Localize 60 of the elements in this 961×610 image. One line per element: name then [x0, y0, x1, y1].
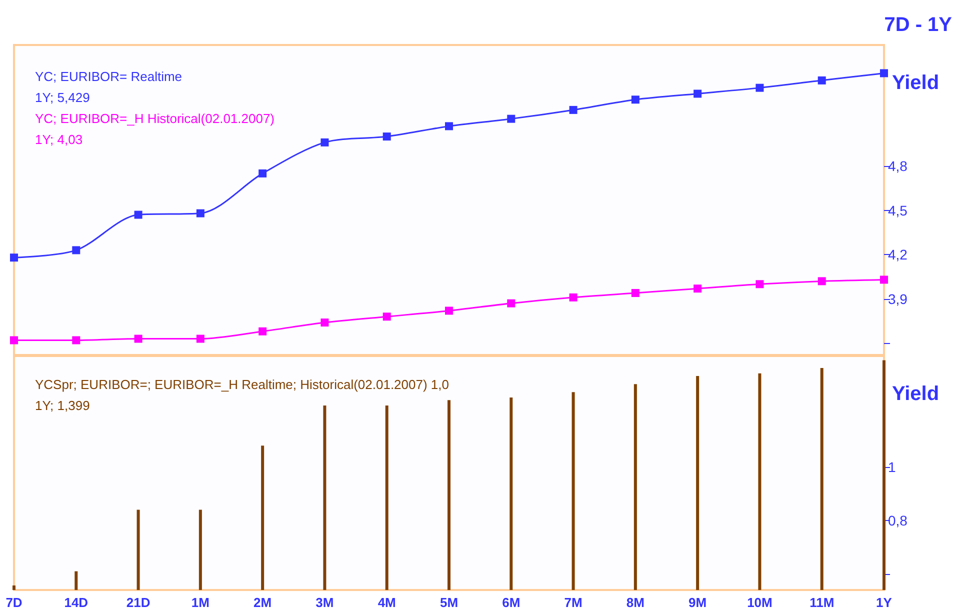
annotation: 1Y; 5,429 — [35, 90, 90, 105]
point — [756, 84, 764, 92]
point — [134, 334, 142, 343]
point — [694, 90, 702, 98]
x-tick-label: 1M — [191, 595, 210, 610]
point — [507, 114, 516, 123]
point — [134, 210, 142, 219]
point — [569, 106, 578, 114]
point — [756, 280, 764, 288]
x-tick-label: 6M — [502, 595, 520, 610]
chart-title: 7D - 1Y — [884, 14, 953, 36]
point — [320, 138, 329, 146]
x-tick-label: 7M — [564, 595, 582, 610]
x-tick-label: 21D — [126, 595, 150, 610]
y-tick-label: 4,5 — [888, 202, 908, 218]
point — [818, 277, 826, 286]
x-tick-label: 9M — [688, 595, 707, 610]
point — [196, 334, 204, 343]
x-tick-label: 5M — [440, 595, 458, 610]
point — [196, 209, 204, 218]
y-axis-title: Yield — [892, 72, 940, 94]
point — [445, 306, 453, 315]
x-tick-label: 4M — [378, 595, 396, 610]
point — [382, 132, 391, 141]
point — [258, 169, 267, 178]
point — [72, 336, 80, 344]
y-tick-label: 1 — [888, 458, 896, 475]
point — [258, 327, 267, 336]
x-tick-label: 8M — [626, 595, 644, 610]
point — [320, 318, 329, 327]
x-tick-label: 7D — [6, 595, 22, 610]
y-tick-label: 4,2 — [888, 246, 908, 263]
text: YC; EURIBOR= Realtime — [35, 69, 182, 84]
point — [382, 312, 391, 321]
point — [10, 254, 18, 262]
text: YC; EURIBOR=_H Historical(02.01.2007) — [35, 111, 275, 126]
point — [10, 336, 18, 344]
point — [72, 246, 80, 254]
x-tick-label: 3M — [316, 595, 334, 610]
annotation: 1Y; 4,03 — [35, 132, 83, 147]
point — [694, 284, 702, 293]
point — [880, 276, 888, 284]
x-tick-label: 2M — [254, 595, 272, 610]
point — [818, 76, 826, 84]
y-axis-title: Yield — [892, 383, 940, 405]
series-label: YCSpr; EURIBOR=; EURIBOR=_H Realtime; Historical(02.01.2007) 1,0 — [35, 377, 449, 392]
point — [507, 299, 516, 308]
point — [445, 122, 453, 130]
y-tick-label: 0,8 — [888, 512, 908, 528]
point — [631, 96, 640, 104]
point — [569, 293, 578, 302]
x-tick-label: 10M — [747, 595, 772, 610]
point — [880, 69, 888, 78]
y-tick-label: 3,9 — [888, 290, 908, 307]
x-tick-label: 14D — [64, 595, 88, 610]
point — [631, 289, 640, 297]
y-tick-label: 4,8 — [888, 158, 908, 174]
x-tick-label: 11M — [810, 595, 834, 610]
x-tick-label: 1Y — [876, 595, 892, 610]
annotation: 1Y; 1,399 — [35, 398, 90, 413]
